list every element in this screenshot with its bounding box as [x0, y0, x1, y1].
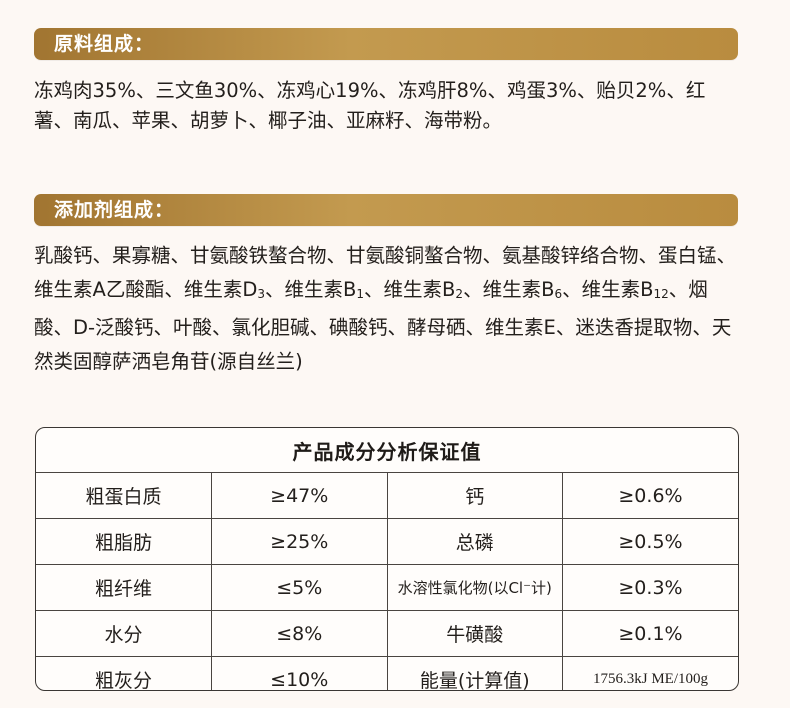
nutrient-value: ≤8% [211, 610, 387, 657]
nutrient-name: 粗纤维 [36, 564, 212, 611]
nutrient-name: 能量(计算值) [386, 656, 563, 690]
additives-text-segment: 、烟酸、D-泛酸钙、叶酸、氯化胆碱、碘酸钙、酵母硒、维生素E、迷迭香提取物、天然… [34, 278, 732, 373]
vitamin-subscript: 12 [653, 287, 669, 301]
additives-text-segment: 、维生素B [265, 278, 357, 301]
nutrient-name: 总磷 [386, 518, 563, 565]
table-row: 粗灰分 ≤10% 能量(计算值) 1756.3kJ ME/100g [36, 656, 738, 690]
vitamin-subscript: 3 [257, 287, 265, 301]
nutrient-value: ≥0.5% [562, 518, 738, 565]
nutrient-value: ≥47% [211, 472, 387, 519]
additives-text: 乳酸钙、果寡糖、甘氨酸铁螯合物、甘氨酸铜螯合物、氨基酸锌络合物、蛋白锰、维生素A… [34, 239, 744, 379]
nutrient-value: ≥0.1% [562, 610, 738, 657]
analysis-table: 产品成分分析保证值 粗蛋白质 ≥47% 钙 ≥0.6% 粗脂肪 ≥25% 总磷 … [35, 427, 739, 691]
nutrient-name: 水溶性氯化物(以Cl⁻计) [386, 564, 563, 611]
nutrient-value: ≥25% [211, 518, 387, 565]
nutrient-name: 粗脂肪 [36, 518, 212, 565]
additives-text-segment: 乳酸钙、果寡糖、甘氨酸铁螯合物、甘氨酸铜螯合物、氨基酸锌络合物、蛋白锰、维生素A… [34, 244, 737, 301]
nutrient-name: 水分 [36, 610, 212, 657]
analysis-table-title: 产品成分分析保证值 [36, 428, 738, 473]
nutrient-name: 粗灰分 [36, 656, 212, 690]
nutrient-value: ≥0.3% [562, 564, 738, 611]
nutrient-name: 粗蛋白质 [85, 486, 162, 508]
ingredients-text: 冻鸡肉35%、三文鱼30%、冻鸡心19%、冻鸡肝8%、鸡蛋3%、贻贝2%、红薯、… [34, 79, 706, 132]
additives-text-segment: 、维生素B [463, 278, 555, 301]
additives-banner: 添加剂组成： [34, 194, 738, 226]
nutrient-value: ≥0.6% [562, 472, 738, 519]
table-row: 水分 ≤8% 牛磺酸 ≥0.1% [36, 610, 738, 657]
vitamin-subscript: 6 [554, 287, 563, 301]
nutrient-value: 1756.3kJ ME/100g [562, 656, 738, 690]
table-row: 粗蛋白质 ≥47% 钙 ≥0.6% [36, 472, 738, 519]
additives-text-segment: 、维生素B [562, 278, 654, 301]
nutrient-value: ≤10% [211, 656, 387, 690]
ingredients-banner: 原料组成： [34, 28, 738, 60]
additives-title: 添加剂组成： [54, 199, 175, 221]
nutrient-value: ≤5% [211, 564, 387, 611]
ingredients-title: 原料组成： [54, 33, 155, 55]
nutrient-name: 牛磺酸 [386, 610, 563, 657]
vitamin-subscript: 2 [455, 287, 464, 301]
table-row: 粗脂肪 ≥25% 总磷 ≥0.5% [36, 518, 738, 565]
table-row: 粗纤维 ≤5% 水溶性氯化物(以Cl⁻计) ≥0.3% [36, 564, 738, 611]
nutrient-name: 钙 [386, 472, 563, 519]
additives-text-segment: 、维生素B [364, 278, 456, 301]
vitamin-subscript: 1 [356, 287, 365, 301]
